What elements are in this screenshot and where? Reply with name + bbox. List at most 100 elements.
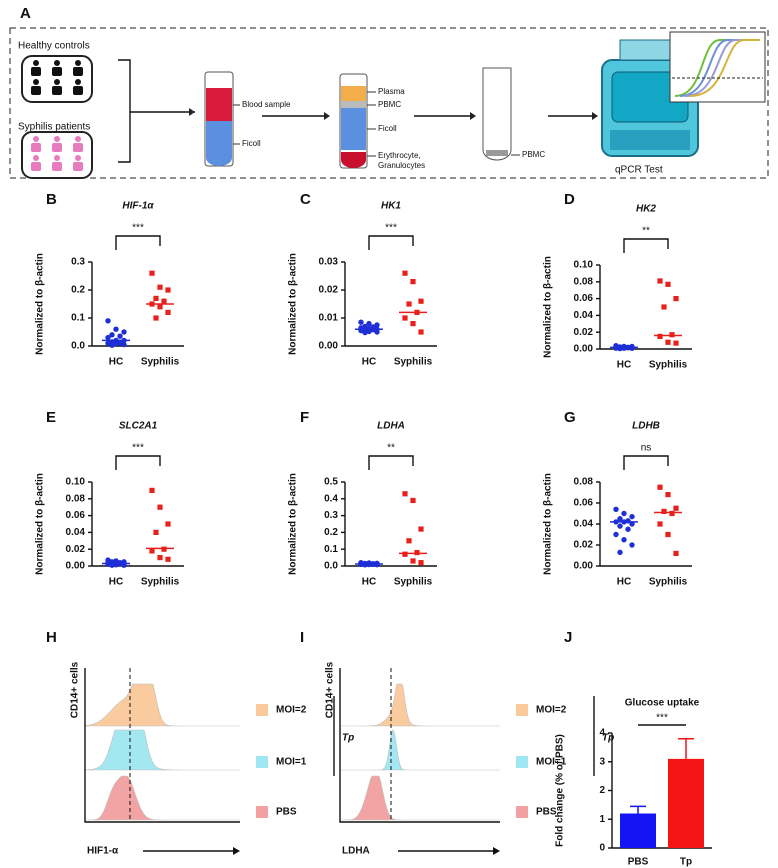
person-body <box>52 86 62 95</box>
panel-a-frame <box>9 27 769 179</box>
tube <box>482 67 512 161</box>
person-body <box>31 162 41 171</box>
data-point <box>629 542 635 548</box>
histogram-curve <box>84 775 240 821</box>
layer-label: PBMC <box>522 150 545 159</box>
data-point <box>402 551 408 557</box>
person-head <box>33 60 39 66</box>
arrow-head <box>470 112 476 120</box>
panel-label: I <box>300 629 304 646</box>
chart-title: HK1 <box>381 201 401 212</box>
blood-layer <box>206 88 232 121</box>
x-tick-label: Syphilis <box>141 577 180 588</box>
y-axis-label: Normalized to β-actin <box>543 256 554 358</box>
data-point <box>669 332 675 338</box>
y-tick-label: 0.02 <box>574 327 594 338</box>
panel-label: A <box>20 5 31 22</box>
x-tick-label: Syphilis <box>649 360 688 371</box>
y-tick-label: 0.4 <box>324 493 338 504</box>
x-tick-label: HC <box>617 360 631 371</box>
significance: ** <box>387 443 395 454</box>
y-tick-label: 0.5 <box>324 477 338 488</box>
ficoll-layer <box>206 121 232 166</box>
data-point <box>410 321 416 327</box>
panel-label: H <box>46 629 57 646</box>
panel-label: J <box>564 629 572 646</box>
significance: *** <box>132 443 144 454</box>
data-point <box>149 548 155 554</box>
data-point <box>629 513 635 520</box>
data-point <box>165 556 171 562</box>
x-arrow-head <box>493 847 500 855</box>
legend-swatch <box>256 806 268 818</box>
significance-bracket <box>368 455 414 470</box>
data-point <box>669 510 675 517</box>
y-tick-label: 0.01 <box>319 313 339 324</box>
panel-label: F <box>300 409 309 426</box>
y-axis-label: CD14+ cells <box>70 661 81 718</box>
histogram-curve <box>340 729 500 771</box>
data-point <box>374 329 380 335</box>
error-bar <box>678 738 694 759</box>
y-tick-label: 0.2 <box>71 285 85 296</box>
y-tick-label: 0.04 <box>66 527 86 538</box>
significance-bracket <box>368 235 414 250</box>
data-point <box>418 298 424 304</box>
x-axis-label: HIF1-α <box>87 846 119 857</box>
data-point <box>673 340 679 346</box>
data-point <box>358 319 364 325</box>
data-point <box>410 558 416 564</box>
person-head <box>54 79 60 85</box>
y-tick-label: 1 <box>599 814 605 825</box>
person-body <box>52 143 62 152</box>
data-point <box>153 295 159 301</box>
legend-label: PBS <box>276 807 297 818</box>
panel-label: G <box>564 409 576 426</box>
y-tick-label: 0.02 <box>574 540 594 551</box>
people-icons <box>31 60 83 171</box>
significance: *** <box>385 223 397 234</box>
data-point <box>149 270 155 276</box>
y-tick-label: 0.03 <box>319 257 339 268</box>
y-tick-label: 0.00 <box>319 341 339 352</box>
qpcr-base <box>610 130 690 150</box>
y-tick-label: 0.00 <box>574 344 594 355</box>
x-axis-label: LDHA <box>342 846 370 857</box>
data-point <box>625 526 631 532</box>
person-body <box>31 143 41 152</box>
panel-label: E <box>46 409 56 426</box>
group-label: Tp <box>602 733 614 744</box>
legend-label: PBS <box>536 807 557 818</box>
data-point <box>402 315 408 321</box>
pbmc-layer <box>341 101 366 108</box>
legend-label: MOI=1 <box>276 757 307 768</box>
y-tick-label: 0.1 <box>71 313 85 324</box>
x-tick-label: HC <box>362 577 376 588</box>
y-tick-label: 0.06 <box>66 510 86 521</box>
data-point <box>161 298 167 304</box>
legend-label: MOI=1 <box>536 757 567 768</box>
legend-swatch <box>256 756 268 768</box>
data-point <box>665 339 671 345</box>
legend-swatch <box>516 756 528 768</box>
data-point <box>157 304 163 310</box>
x-tick-label: HC <box>617 577 631 588</box>
y-tick-label: 3 <box>599 756 605 767</box>
person-body <box>73 162 83 171</box>
x-tick-label: PBS <box>628 857 649 868</box>
data-point <box>153 529 159 535</box>
data-point <box>673 505 679 511</box>
significance: *** <box>656 713 668 724</box>
y-tick-label: 0.02 <box>66 544 86 555</box>
layer-label: Erythrocyte, <box>378 151 421 160</box>
y-axis-label: Fold change (% of PBS) <box>555 734 566 847</box>
histogram-curve <box>84 729 240 771</box>
data-point <box>661 508 667 514</box>
ficoll-layer <box>341 108 366 150</box>
x-tick-label: Syphilis <box>394 577 433 588</box>
data-point <box>117 333 123 339</box>
layer-label: Ficoll <box>242 139 261 148</box>
y-tick-label: 0.3 <box>71 257 85 268</box>
person-body <box>73 143 83 152</box>
